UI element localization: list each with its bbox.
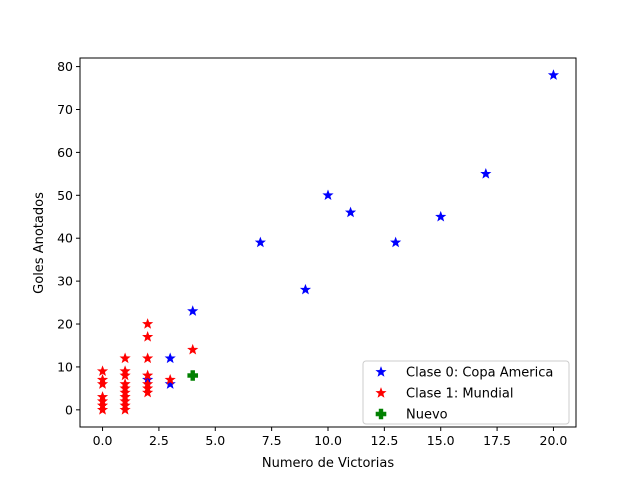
- data-point: [142, 318, 154, 329]
- data-point: [254, 236, 266, 248]
- data-point: [435, 210, 447, 222]
- data-points: [96, 69, 560, 415]
- y-tick-label: 20: [57, 317, 73, 332]
- x-axis-ticks: 0.0 2.5 5.0 7.5 10.0 12.5 15.0 17.5 20.0: [93, 427, 568, 448]
- data-point: [96, 378, 109, 389]
- legend: Clase 0: Copa America Clase 1: Mundial Nue…: [362, 360, 570, 425]
- data-point: [480, 167, 492, 179]
- data-point: [164, 378, 176, 389]
- data-point: [390, 236, 402, 248]
- legend-marker: [375, 387, 387, 398]
- x-axis-label: Numero de Victorias: [262, 456, 394, 471]
- x-tick-label: 2.5: [149, 433, 169, 448]
- x-tick-label: 5.0: [205, 433, 225, 448]
- y-tick-label: 50: [57, 188, 73, 203]
- series-0: [142, 69, 560, 389]
- legend-label: Nuevo: [406, 408, 448, 423]
- x-tick-label: 15.0: [427, 433, 455, 448]
- legend-label: Clase 0: Copa America: [406, 366, 553, 381]
- y-tick-label: 10: [57, 359, 73, 374]
- data-point: [164, 352, 176, 364]
- data-point: [142, 386, 154, 398]
- x-tick-label: 7.5: [262, 433, 282, 448]
- data-point: [299, 283, 312, 295]
- legend-marker: [375, 366, 387, 377]
- y-axis-label: Goles Anotados: [32, 192, 47, 294]
- data-point: [96, 365, 109, 376]
- series-2: [187, 370, 199, 381]
- data-point: [322, 189, 334, 201]
- y-tick-label: 70: [57, 102, 73, 117]
- data-point: [142, 369, 154, 381]
- legend-label: Clase 1: Mundial: [406, 387, 513, 402]
- x-tick-label: 12.5: [370, 433, 398, 448]
- y-tick-label: 80: [57, 59, 73, 74]
- data-point: [142, 331, 154, 342]
- data-point: [187, 305, 199, 316]
- legend-box: [362, 360, 570, 425]
- data-point: [547, 69, 560, 80]
- x-tick-label: 0.0: [93, 433, 113, 448]
- x-tick-label: 20.0: [540, 433, 568, 448]
- legend-marker: [375, 408, 387, 420]
- x-tick-label: 17.5: [483, 433, 511, 448]
- data-point: [119, 352, 131, 364]
- y-tick-label: 0: [65, 402, 73, 417]
- y-axis-ticks: 0 10 20 30 40 50 60 70 80: [57, 59, 80, 417]
- data-point: [96, 403, 109, 415]
- data-point: [187, 343, 199, 355]
- data-point: [142, 352, 154, 364]
- x-tick-label: 10.0: [314, 433, 342, 448]
- data-point: [164, 373, 176, 385]
- y-tick-label: 40: [57, 231, 73, 246]
- series-1: [96, 318, 199, 415]
- y-tick-label: 60: [57, 145, 73, 160]
- y-tick-label: 30: [57, 274, 73, 289]
- data-point: [187, 370, 199, 381]
- data-point: [119, 369, 131, 381]
- data-point: [119, 403, 131, 415]
- data-point: [344, 206, 357, 218]
